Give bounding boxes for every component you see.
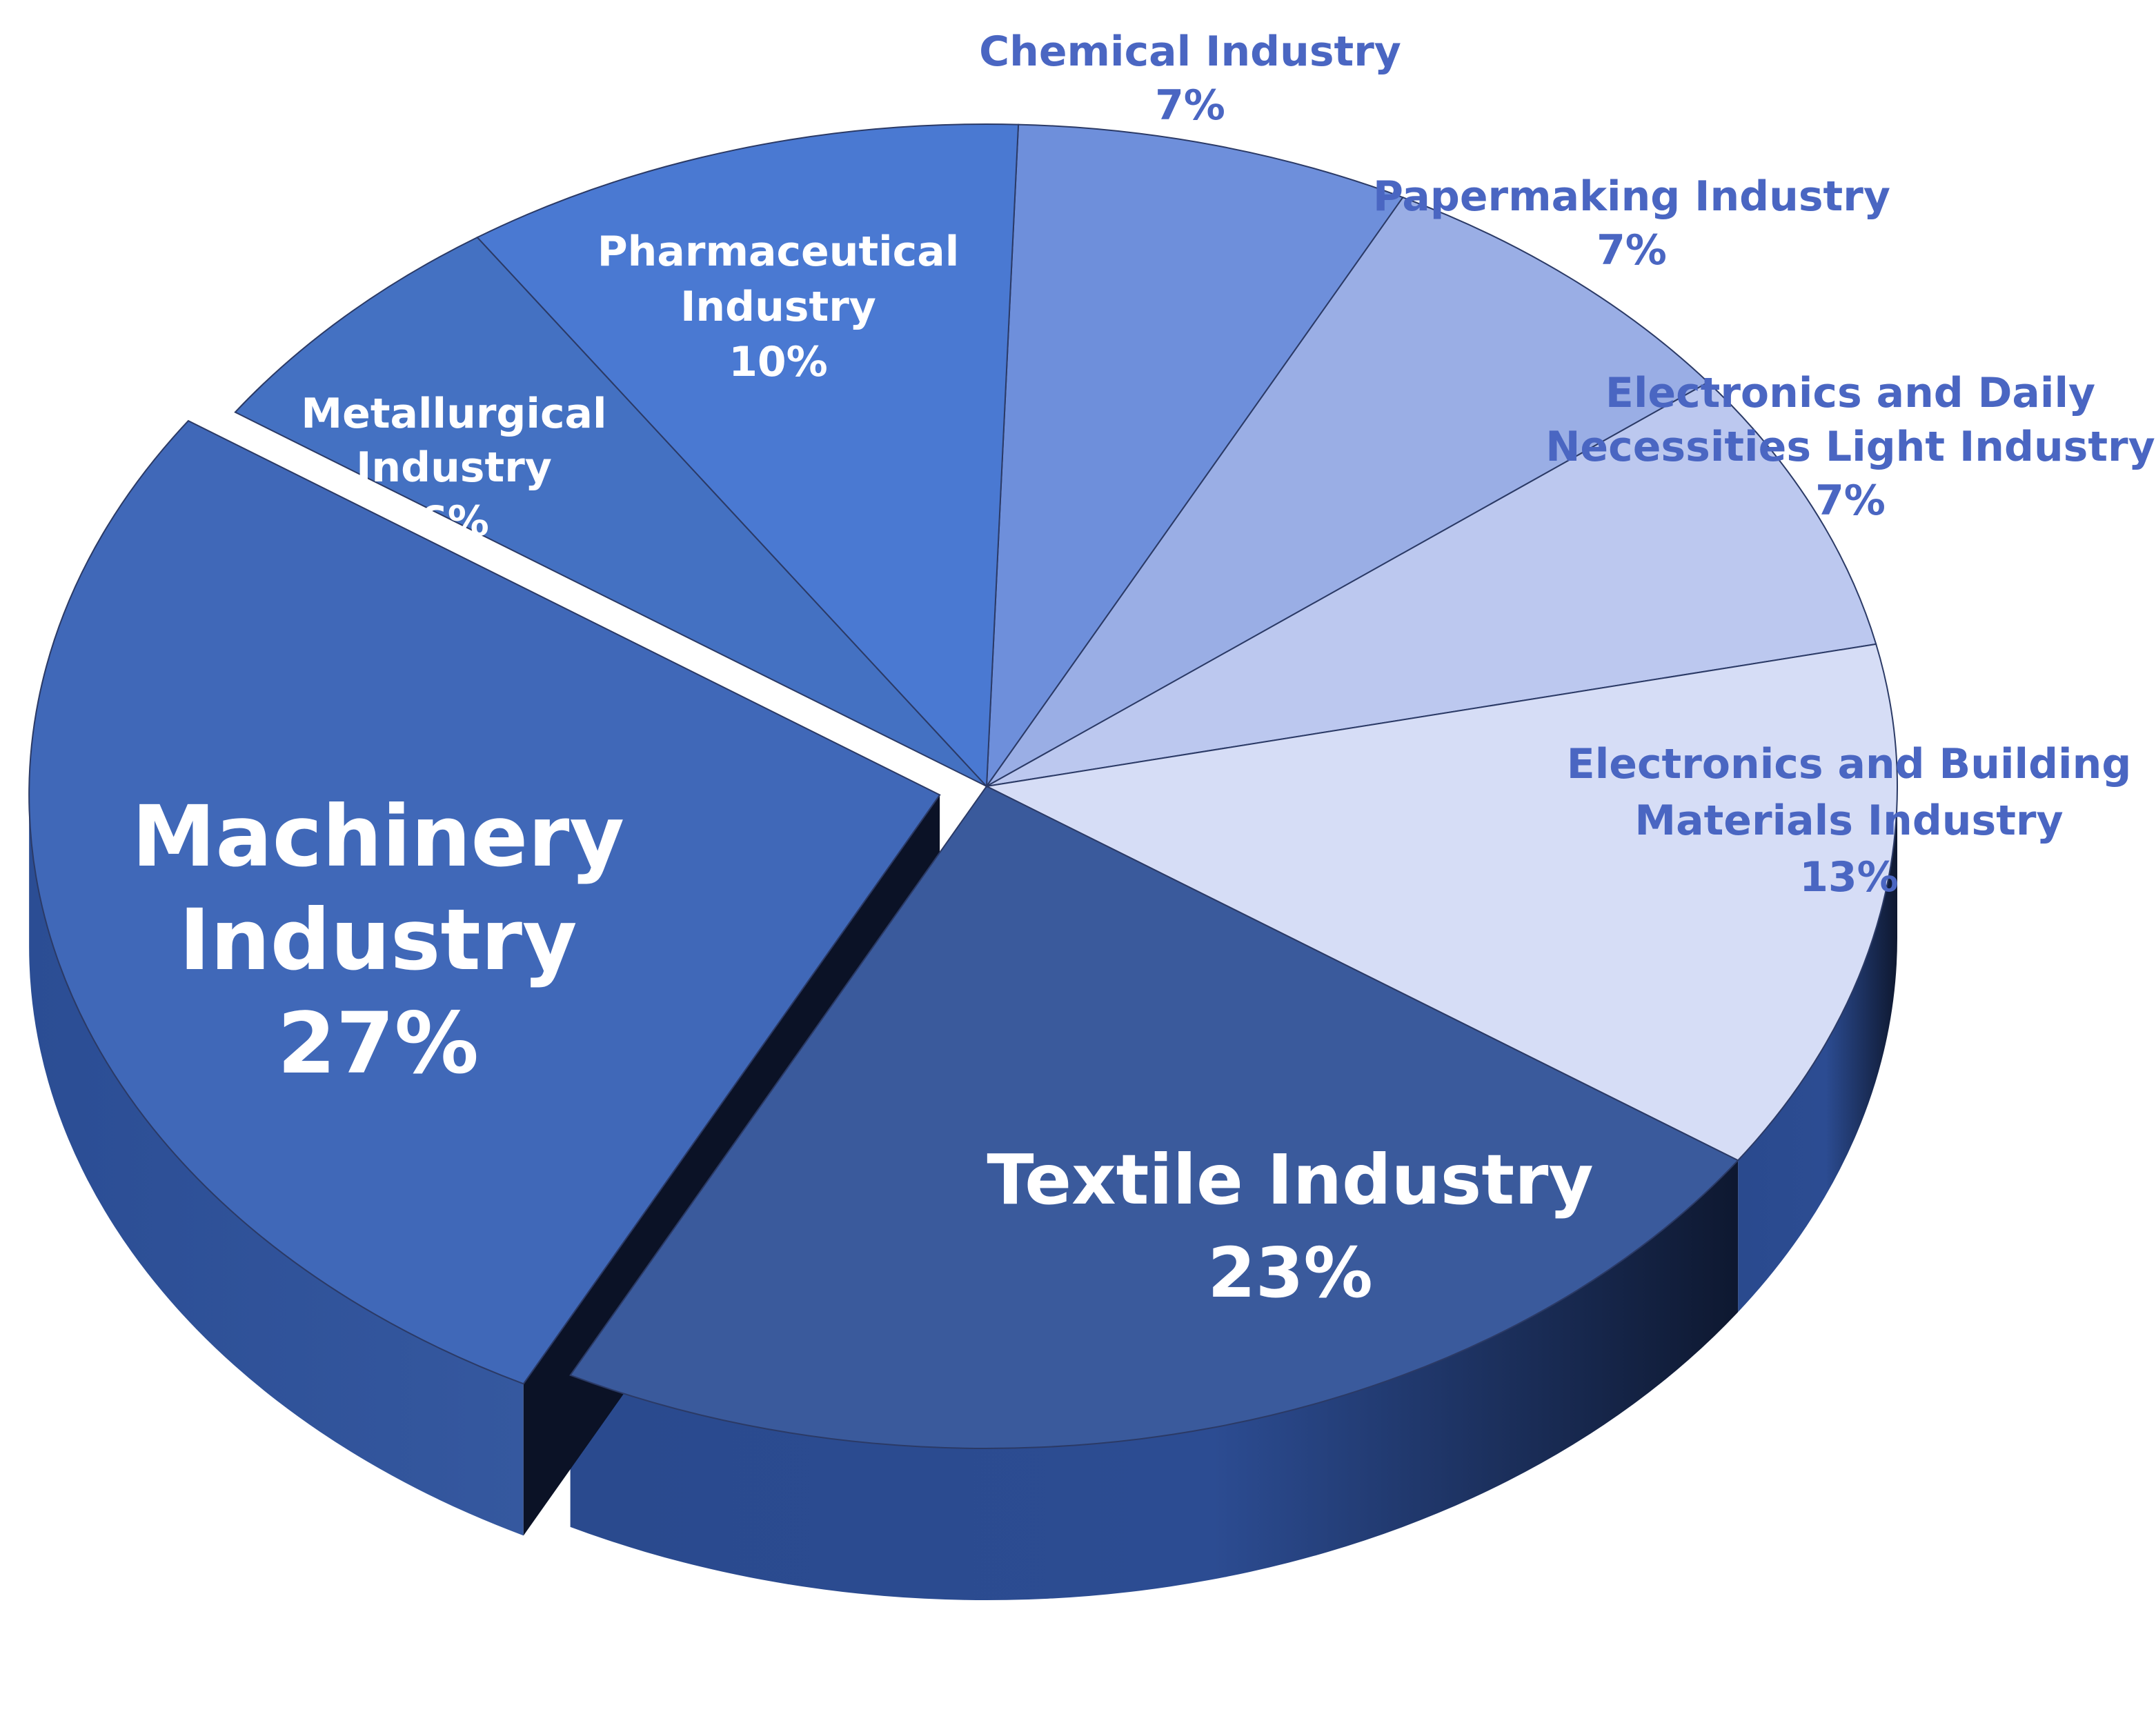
slice-value-label: 13% — [1799, 853, 1899, 901]
slice-name-label: Metallurgical — [301, 390, 606, 438]
pie-slice-4 — [569, 785, 1739, 1450]
slice-label-2: Electronics and Daily Necessities Light I… — [1545, 369, 2155, 525]
slice-value-label: 27% — [277, 995, 479, 1093]
slice-name-label: Chemical Industry — [979, 28, 1401, 76]
pie-slice-2 — [986, 381, 1877, 787]
slice-label-7: Pharmaceutical Industry 10% — [597, 228, 960, 386]
pie-slice-side — [570, 1160, 1739, 1601]
slice-name-label: Papermaking Industry — [1373, 172, 1890, 221]
slice-name-label: Electronics and Daily — [1605, 369, 2095, 417]
slice-value-label: 6% — [419, 497, 489, 546]
slice-value-label: 23% — [1207, 1233, 1372, 1313]
slice-value-label: 10% — [729, 338, 828, 386]
slice-label-4: Textile Industry 23% — [987, 1139, 1593, 1313]
slice-label-3: Electronics and Building Materials Indust… — [1567, 740, 2132, 901]
pie-slice-1 — [986, 196, 1710, 787]
slice-name-label: Industry — [179, 891, 577, 989]
slice-name-label: Necessities Light Industry — [1545, 423, 2155, 471]
slice-label-6: Metallurgical Industry 6% — [301, 390, 606, 546]
slice-value-label: 7% — [1596, 226, 1667, 275]
slice-label-1: Papermaking Industry 7% — [1373, 172, 1890, 275]
pie-slice-side — [29, 795, 524, 1536]
pie-slice-0 — [985, 123, 1404, 789]
slice-name-label: Pharmaceutical — [597, 228, 960, 276]
pie-slice-5 — [28, 419, 941, 1385]
slice-name-label: Industry — [356, 443, 552, 492]
slice-name-label: Materials Industry — [1634, 797, 2063, 845]
slice-value-label: 7% — [1155, 81, 1225, 130]
slice-value-label: 7% — [1815, 477, 1886, 525]
slice-label-0: Chemical Industry 7% — [979, 28, 1401, 130]
slice-name-label: Industry — [680, 283, 876, 331]
pie-slice-7 — [476, 123, 1020, 788]
pie-slice-3 — [984, 643, 1898, 1161]
slice-label-5: Machinery Industry 27% — [132, 788, 624, 1093]
slice-name-label: Electronics and Building — [1567, 740, 2132, 788]
pie-slice-6 — [234, 236, 987, 787]
slice-name-label: Machinery — [132, 788, 624, 886]
pie-slice-side — [1738, 786, 1897, 1313]
slice-name-label: Textile Industry — [987, 1139, 1593, 1220]
